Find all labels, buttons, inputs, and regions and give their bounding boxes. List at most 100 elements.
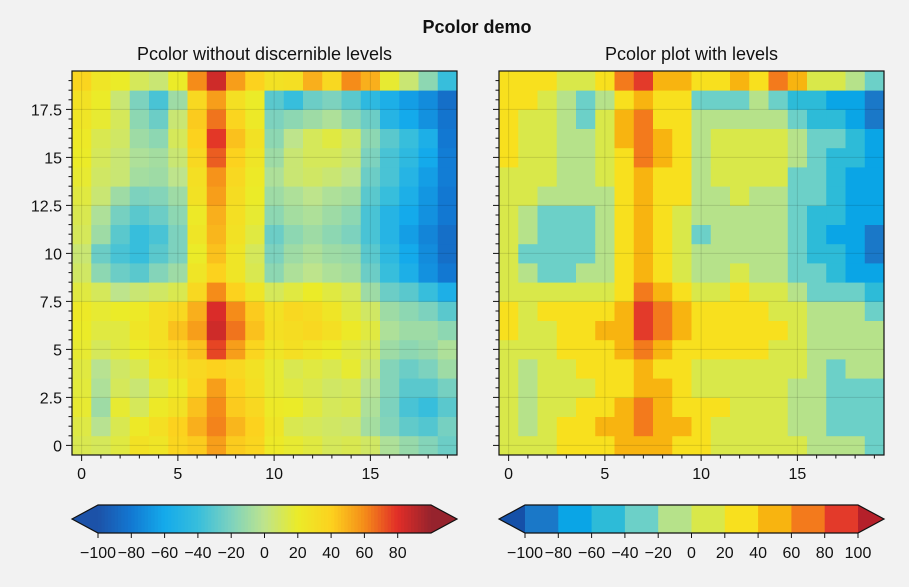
heatmap-cell [769, 321, 789, 341]
heatmap-cell [342, 321, 362, 341]
heatmap-cell [807, 225, 827, 245]
colorbar-tick-label: 0 [687, 545, 696, 562]
heatmap-cell [438, 109, 458, 129]
heatmap-cell [826, 359, 846, 379]
colorbar-segment [401, 505, 405, 533]
heatmap-cell [634, 378, 654, 398]
heatmap-cell [865, 282, 885, 302]
colorbar-segment [158, 505, 162, 533]
heatmap-cell [342, 417, 362, 437]
colorbar-segment [421, 505, 425, 533]
heatmap-cell [807, 397, 827, 417]
colorbar-segment [304, 505, 308, 533]
colorbar-segment [321, 505, 325, 533]
heatmap-cell [149, 109, 169, 129]
heatmap-cell [226, 71, 246, 91]
y-tick-label: 2.5 [40, 390, 62, 407]
colorbar-segment [361, 505, 365, 533]
heatmap-cell [149, 263, 169, 283]
heatmap-cell [130, 186, 150, 206]
heatmap-cell [730, 205, 750, 225]
heatmap-cell [419, 378, 439, 398]
heatmap-cell [342, 71, 362, 91]
x-tick-label: 15 [361, 466, 379, 483]
heatmap-cell [557, 301, 577, 321]
heatmap-cell [730, 417, 750, 437]
colorbar-segment [428, 505, 432, 533]
heatmap-cell [284, 282, 304, 302]
heatmap-cell [303, 321, 323, 341]
colorbar-segment [135, 505, 139, 533]
heatmap-cell [419, 129, 439, 149]
heatmap-cell [438, 167, 458, 187]
heatmap-cell [653, 263, 673, 283]
colorbar-segment [235, 505, 239, 533]
heatmap-cell [557, 282, 577, 302]
heatmap-cell [846, 301, 866, 321]
heatmap-cell [557, 397, 577, 417]
heatmap-cell [188, 225, 208, 245]
heatmap-cell [380, 417, 400, 437]
heatmap-cell [245, 129, 265, 149]
heatmap-cell [130, 167, 150, 187]
heatmap-cell [111, 321, 131, 341]
heatmap-cell [322, 186, 342, 206]
heatmap-cell [438, 282, 458, 302]
heatmap-cell [322, 397, 342, 417]
heatmap-cell [518, 225, 538, 245]
heatmap-cell [342, 397, 362, 417]
heatmap-cell [226, 321, 246, 341]
heatmap-cell [672, 109, 692, 129]
heatmap-cell [846, 378, 866, 398]
heatmap-cell [207, 378, 227, 398]
heatmap-cell [419, 71, 439, 91]
heatmap-cell [615, 263, 635, 283]
heatmap-cell [207, 167, 227, 187]
colorbar-segment [111, 505, 115, 533]
heatmap-cell [846, 205, 866, 225]
heatmap-cell [303, 167, 323, 187]
heatmap-cell [576, 263, 596, 283]
heatmap-cell [615, 359, 635, 379]
heatmap-cell [576, 109, 596, 129]
heatmap-cell [419, 205, 439, 225]
heatmap-cell [245, 359, 265, 379]
heatmap-cell [419, 225, 439, 245]
heatmap-cell [438, 417, 458, 437]
heatmap-cell [322, 205, 342, 225]
heatmap-cell [615, 301, 635, 321]
heatmap-cell [749, 378, 769, 398]
heatmap-cell [188, 71, 208, 91]
heatmap-cell [207, 205, 227, 225]
heatmap-cell [438, 301, 458, 321]
colorbar-segment [344, 505, 348, 533]
heatmap-cell [653, 186, 673, 206]
heatmap-cell [322, 301, 342, 321]
heatmap-cell [865, 71, 885, 91]
colorbar-segment [525, 505, 559, 533]
colorbar-segment [185, 505, 189, 533]
heatmap-cell [711, 397, 731, 417]
heatmap-cell [130, 417, 150, 437]
heatmap-cell [769, 129, 789, 149]
heatmap-cell [188, 205, 208, 225]
heatmap-cell [615, 378, 635, 398]
heatmap-cell [846, 225, 866, 245]
heatmap-cell [226, 129, 246, 149]
heatmap-cell [111, 301, 131, 321]
heatmap-cell [807, 359, 827, 379]
colorbar-segment [408, 505, 412, 533]
heatmap-cell [399, 129, 419, 149]
heatmap-cell [226, 186, 246, 206]
heatmap-cell [634, 263, 654, 283]
heatmap-cell [615, 417, 635, 437]
colorbar-segment [251, 505, 255, 533]
heatmap-cell [634, 71, 654, 91]
colorbar-segment [338, 505, 342, 533]
heatmap-cell [419, 282, 439, 302]
heatmap-cell [303, 417, 323, 437]
colorbar-segment [358, 505, 362, 533]
heatmap-cell [826, 167, 846, 187]
heatmap-cell [419, 90, 439, 110]
